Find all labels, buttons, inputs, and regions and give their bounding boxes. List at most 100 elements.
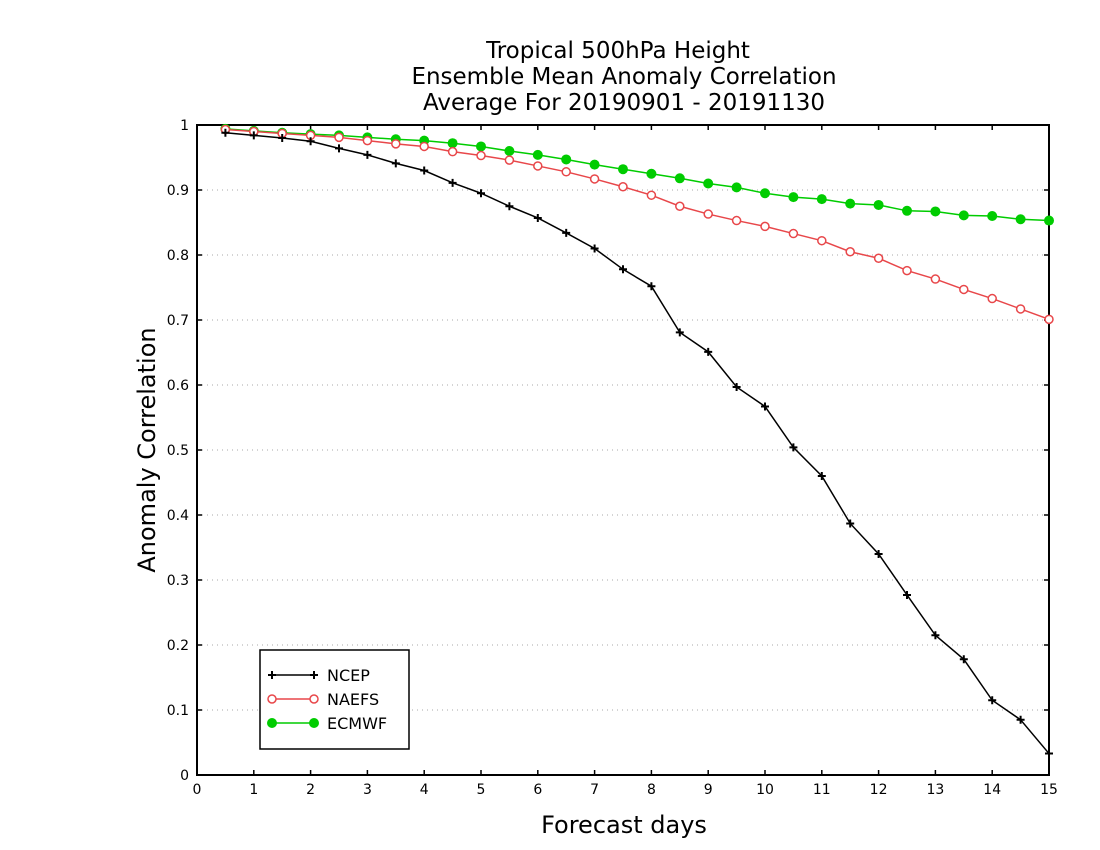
x-tick-label-11: 11 xyxy=(813,782,831,798)
title-line-1: Tropical 500hPa Height xyxy=(485,38,750,64)
point-ecmwf-19 xyxy=(760,188,770,199)
x-tick-label-8: 8 xyxy=(647,782,656,798)
point-ecmwf-25 xyxy=(930,206,941,217)
point-ncep-22 xyxy=(846,519,855,528)
point-ecmwf-22 xyxy=(845,198,856,209)
y-tick-label-5: 0.5 xyxy=(167,443,189,459)
point-ncep-24 xyxy=(903,590,911,599)
point-ncep-6 xyxy=(391,159,400,168)
y-tick-label-8: 0.8 xyxy=(167,248,189,264)
series-group xyxy=(220,123,1054,758)
x-axis-label: Forecast days xyxy=(541,811,707,839)
x-tick-label-5: 5 xyxy=(477,782,486,798)
point-naefs-5 xyxy=(362,135,373,146)
point-naefs-27 xyxy=(987,293,997,304)
point-ncep-9 xyxy=(477,189,485,198)
series-ncep xyxy=(221,128,1053,758)
point-ecmwf-18 xyxy=(731,182,742,193)
point-ecmwf-13 xyxy=(589,159,600,170)
point-ecmwf-14 xyxy=(618,164,628,175)
y-tick-label-1: 0.1 xyxy=(167,703,189,719)
series-line-ncep xyxy=(225,132,1050,755)
point-naefs-23 xyxy=(873,253,884,263)
point-ncep-5 xyxy=(363,150,372,159)
point-naefs-15 xyxy=(646,190,657,200)
x-tick-label-0: 0 xyxy=(193,782,202,798)
point-naefs-13 xyxy=(589,174,600,184)
legend-item-ncep: NCEP xyxy=(268,666,370,685)
point-naefs-17 xyxy=(703,209,713,219)
point-naefs-29 xyxy=(1044,314,1054,325)
point-ncep-7 xyxy=(420,166,429,175)
legend-marker-ncep xyxy=(268,671,318,679)
point-ncep-2 xyxy=(278,134,287,142)
point-naefs-16 xyxy=(675,201,685,211)
point-ncep-14 xyxy=(619,265,627,274)
legend-marker-naefs-start xyxy=(267,694,277,704)
legend-marker-ecmwf-end xyxy=(309,718,319,728)
y-tick-label-4: 0.4 xyxy=(167,508,189,524)
point-ncep-1 xyxy=(249,131,258,140)
y-tick-label-6: 0.6 xyxy=(167,378,189,394)
point-naefs-25 xyxy=(930,274,941,284)
series-line-ecmwf xyxy=(225,128,1050,222)
y-tick-label-0: 0 xyxy=(180,768,189,784)
series-line-naefs xyxy=(225,128,1050,321)
point-ncep-20 xyxy=(789,443,798,452)
point-naefs-18 xyxy=(731,215,742,226)
x-tick-label-1: 1 xyxy=(249,782,258,798)
point-ncep-25 xyxy=(931,631,940,640)
point-naefs-6 xyxy=(391,139,401,149)
y-tick-label-9: 0.9 xyxy=(167,183,189,199)
point-ncep-28 xyxy=(1016,715,1025,724)
point-naefs-24 xyxy=(902,265,912,276)
legend-item-ecmwf: ECMWF xyxy=(267,714,387,733)
series-ecmwf xyxy=(220,123,1054,226)
point-ncep-17 xyxy=(704,347,713,356)
point-naefs-19 xyxy=(760,221,770,232)
point-ncep-4 xyxy=(335,144,343,153)
title-line-2: Ensemble Mean Anomaly Correlation xyxy=(411,64,836,90)
point-naefs-28 xyxy=(1015,304,1026,314)
point-ncep-0 xyxy=(221,128,230,137)
x-tick-label-4: 4 xyxy=(420,782,429,798)
point-ncep-21 xyxy=(817,472,826,480)
point-naefs-7 xyxy=(419,141,429,152)
point-ecmwf-9 xyxy=(476,141,486,152)
point-ncep-16 xyxy=(675,328,684,337)
title-line-3: Average For 20190901 - 20191130 xyxy=(423,90,825,116)
point-naefs-26 xyxy=(959,284,969,295)
point-naefs-11 xyxy=(533,161,543,171)
point-naefs-20 xyxy=(788,228,799,239)
point-ncep-23 xyxy=(874,550,883,558)
axes: 00.10.20.30.40.50.60.70.80.910 1 2 3 4 5 6 7 8 9 1… xyxy=(167,118,1058,798)
point-ecmwf-15 xyxy=(646,168,657,179)
y-tick-label-10: 1 xyxy=(180,118,189,134)
point-ecmwf-21 xyxy=(816,194,827,205)
point-naefs-14 xyxy=(618,182,628,192)
point-naefs-9 xyxy=(476,150,486,161)
point-naefs-8 xyxy=(447,146,458,157)
x-tick-label-13: 13 xyxy=(926,782,944,798)
legend-label-ncep: NCEP xyxy=(327,666,370,685)
point-ecmwf-27 xyxy=(987,211,998,221)
x-tick-label-12: 12 xyxy=(870,782,888,798)
legend-item-naefs: NAEFS xyxy=(267,690,379,709)
point-ncep-13 xyxy=(590,244,599,253)
x-tick-label-10: 10 xyxy=(756,782,774,798)
legend-label-naefs: NAEFS xyxy=(327,690,379,709)
chart-title: Tropical 500hPa Height Ensemble Mean Ano… xyxy=(411,38,836,116)
y-axis-label: Anomaly Correlation xyxy=(133,327,161,572)
point-ecmwf-16 xyxy=(674,173,685,184)
x-tick-label-7: 7 xyxy=(590,782,599,798)
point-ncep-29 xyxy=(1045,749,1053,758)
point-ecmwf-8 xyxy=(447,138,458,149)
point-ecmwf-26 xyxy=(958,210,969,221)
point-ncep-18 xyxy=(732,382,741,391)
x-tick-label-9: 9 xyxy=(704,782,713,798)
legend: NCEP NAEFS ECMWF xyxy=(259,649,410,750)
point-ecmwf-17 xyxy=(703,178,714,189)
x-tick-label-6: 6 xyxy=(533,782,542,798)
point-ecmwf-12 xyxy=(561,154,572,165)
